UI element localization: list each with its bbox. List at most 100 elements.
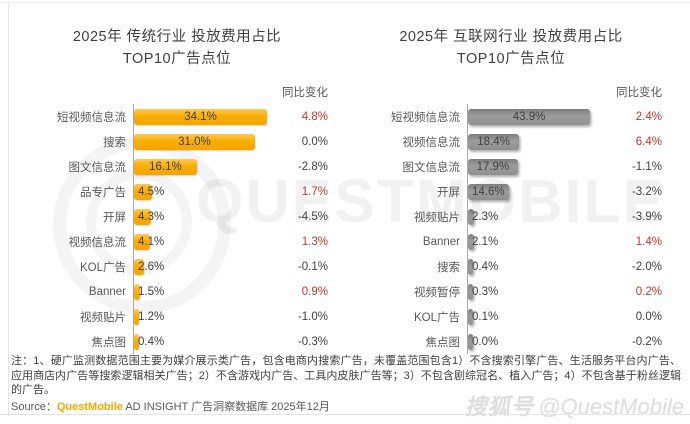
bar	[468, 208, 475, 225]
chart-title-line2: TOP10广告点位	[456, 51, 566, 67]
bar	[134, 283, 140, 300]
bar	[468, 158, 518, 175]
bar-value-label: 43.9%	[512, 110, 546, 123]
chart-title-line1: 2025年 互联网行业 投放费用占比	[399, 29, 623, 45]
category-label: 视频信息流	[68, 236, 127, 249]
category-label: 视频信息流	[402, 136, 461, 149]
chart-row: 开屏 14.6% -3.2%	[352, 179, 670, 204]
chart-row: 焦点图 0.0% -0.2%	[352, 329, 670, 354]
category-label: 搜索	[103, 136, 126, 149]
chart-row: 视频贴片 2.3% -3.9%	[352, 204, 670, 229]
bar	[134, 333, 139, 350]
bar-area: 31.0%	[133, 129, 280, 154]
bar-area: 0.1%	[467, 304, 614, 329]
chart-row: 图文信息流 16.1% -2.8%	[18, 154, 336, 179]
sohu-account-watermark: 搜狐号 @QuestMobile	[465, 389, 684, 421]
bar-area: 1.2%	[133, 304, 280, 329]
bar-area: 0.4%	[133, 329, 280, 354]
bar-value-label: 0.1%	[472, 310, 499, 323]
bar	[134, 158, 197, 175]
bar-area: 0.3%	[467, 279, 614, 304]
category-label: 视频贴片	[80, 311, 126, 324]
bar-area: 4.1%	[133, 229, 280, 254]
yoy-change-value: 0.2%	[635, 285, 662, 298]
yoy-change-value: 6.4%	[635, 135, 662, 148]
bar-area: 16.1%	[133, 154, 280, 179]
category-label: KOL广告	[413, 311, 460, 324]
bar	[134, 133, 255, 150]
bar-area: 2.1%	[467, 229, 614, 254]
slide-top-border	[0, 2, 690, 3]
chart-row: 视频信息流 18.4% 6.4%	[352, 129, 670, 154]
category-label: 视频贴片	[414, 211, 460, 224]
bar	[468, 133, 520, 150]
bar-area: 18.4%	[467, 129, 614, 154]
bar-area: 2.3%	[467, 204, 614, 229]
yoy-change-value: 1.3%	[301, 235, 328, 248]
bar-value-label: 1.5%	[138, 285, 165, 298]
chart-row: 搜索 31.0% 0.0%	[18, 129, 336, 154]
bar-value-label: 2.1%	[472, 235, 499, 248]
bar-area: 43.9%	[467, 104, 614, 129]
bar-value-label: 34.1%	[184, 110, 217, 123]
bar	[134, 258, 145, 275]
yoy-change-column-header: 同比变化	[616, 87, 662, 99]
chart-row: KOL广告 2.6% -0.1%	[18, 254, 336, 279]
category-label: 品专广告	[80, 186, 126, 199]
bar	[134, 233, 150, 250]
slide-left-border	[8, 3, 9, 416]
bar	[468, 333, 473, 350]
category-label: 短视频信息流	[391, 111, 460, 124]
bar-value-label: 2.3%	[472, 210, 499, 223]
bar	[468, 233, 474, 250]
category-label: 开屏	[103, 211, 126, 224]
category-label: 图文信息流	[68, 161, 127, 174]
yoy-change-value: 1.7%	[301, 185, 328, 198]
bar-area: 17.9%	[467, 154, 614, 179]
yoy-change-value: -1.1%	[631, 160, 662, 173]
bar-area: 4.5%	[133, 179, 280, 204]
chart-title: 2025年 传统行业 投放费用占比 TOP10广告点位	[18, 26, 336, 70]
yoy-change-value: 0.0%	[301, 135, 328, 148]
category-label: 焦点图	[425, 336, 461, 349]
yoy-change-value: -1.0%	[297, 310, 328, 323]
chart-row: KOL广告 0.1% 0.0%	[352, 304, 670, 329]
category-label: 开屏	[437, 186, 460, 199]
bar-area: 0.4%	[467, 254, 614, 279]
yoy-change-value: -3.9%	[631, 210, 662, 223]
yoy-change-value: 0.0%	[635, 310, 662, 323]
bar-rows: 短视频信息流 34.1% 4.8% 搜索 31.0% 0.0% 图文信息流 16…	[18, 104, 336, 354]
bar	[468, 183, 509, 200]
bar	[468, 283, 473, 300]
chart-row: 视频暂停 0.3% 0.2%	[352, 279, 670, 304]
bar-value-label: 16.1%	[149, 160, 182, 173]
chart-title-line2: TOP10广告点位	[122, 51, 232, 67]
source-brand: QuestMobile	[56, 401, 123, 413]
chart-row: Banner 1.5% 0.9%	[18, 279, 336, 304]
yoy-change-value: -0.2%	[631, 335, 662, 348]
yoy-change-value: 2.4%	[635, 110, 662, 123]
yoy-change-value: 1.4%	[635, 235, 662, 248]
bar	[134, 183, 152, 200]
chart-row: 视频贴片 1.2% -1.0%	[18, 304, 336, 329]
bar-rows: 短视频信息流 43.9% 2.4% 视频信息流 18.4% 6.4% 图文信息流…	[352, 104, 670, 354]
bar-value-label: 17.9%	[476, 160, 510, 173]
bar	[468, 258, 473, 275]
chart-row: Banner 2.1% 1.4%	[352, 229, 670, 254]
bar-area: 1.5%	[133, 279, 280, 304]
category-label: 焦点图	[91, 336, 127, 349]
bar-value-label: 31.0%	[178, 135, 211, 148]
bar-value-label: 2.6%	[138, 260, 165, 273]
yoy-change-value: -2.0%	[631, 260, 662, 273]
source-prefix: Source：	[11, 401, 57, 413]
yoy-change-value: -0.1%	[297, 260, 328, 273]
yoy-change-column-header: 同比变化	[282, 87, 328, 99]
yoy-change-value: 0.9%	[301, 285, 328, 298]
bar-area: 34.1%	[133, 104, 280, 129]
yoy-change-value: 4.8%	[301, 110, 328, 123]
center-watermark-text: QUESTMOBILE	[196, 167, 666, 235]
bar-area: 14.6%	[467, 179, 614, 204]
traditional-industry-chart: 2025年 传统行业 投放费用占比 TOP10广告点位 同比变化 短视频信息流 …	[18, 26, 336, 354]
yoy-change-value: -2.8%	[297, 160, 328, 173]
bar-value-label: 4.1%	[138, 235, 165, 248]
